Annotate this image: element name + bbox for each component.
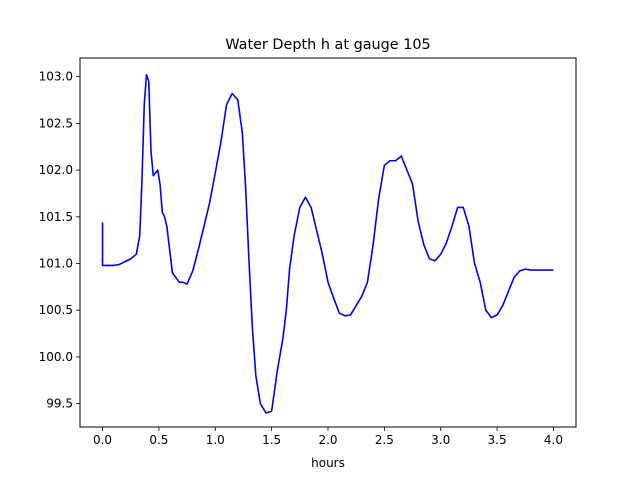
x-axis-label: hours <box>311 456 345 470</box>
y-tick-label: 100.0 <box>39 350 73 364</box>
x-tick-label: 1.5 <box>262 433 281 447</box>
y-tick-label: 101.5 <box>39 210 73 224</box>
x-tick-label: 3.0 <box>431 433 450 447</box>
y-tick-label: 103.0 <box>39 70 73 84</box>
y-tick-label: 102.0 <box>39 163 73 177</box>
x-tick-label: 2.0 <box>318 433 337 447</box>
x-tick-label: 1.0 <box>206 433 225 447</box>
x-tick-label: 2.5 <box>375 433 394 447</box>
x-tick-label: 0.0 <box>93 433 112 447</box>
y-tick-label: 99.5 <box>46 397 73 411</box>
x-tick-label: 3.5 <box>488 433 507 447</box>
series-line-0 <box>101 74 554 414</box>
y-tick-label: 102.5 <box>39 116 73 130</box>
y-tick-label: 100.5 <box>39 303 73 317</box>
x-tick-label: 4.0 <box>544 433 563 447</box>
y-tick-label: 101.0 <box>39 257 73 271</box>
plot-area: 0.0 0.5 1.0 1.5 2.0 2.5 3.0 3.5 4.0 99.5 100.0 100.… <box>39 57 577 447</box>
chart-title: Water Depth h at gauge 105 <box>225 37 430 53</box>
x-tick-label: 0.5 <box>149 433 168 447</box>
